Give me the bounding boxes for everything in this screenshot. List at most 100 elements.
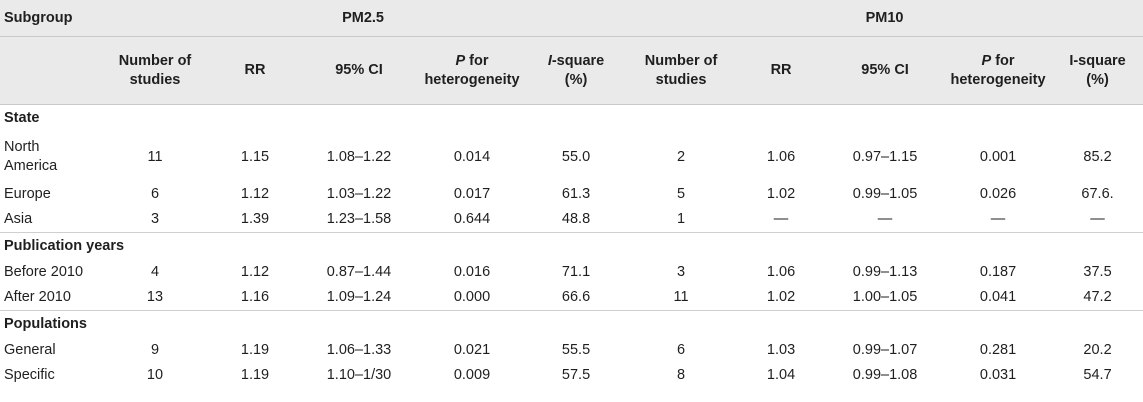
table-cell: 8 [677, 367, 686, 383]
subgroup-header: Subgroup [0, 0, 100, 37]
column-header: I-square (%) [1069, 52, 1126, 88]
table-cell: 3 [677, 264, 686, 280]
table-cell: 1.12 [240, 186, 270, 202]
column-header: P for heterogeneity [950, 52, 1046, 88]
section-title: State [4, 110, 40, 126]
section-row: Populations [0, 311, 1143, 339]
table-cell: 67.6. [1081, 186, 1114, 202]
column-header: I-square (%) [547, 52, 605, 88]
row-label: Specific [4, 367, 55, 383]
table-cell: 0.026 [979, 186, 1017, 202]
table-cell: 11 [147, 148, 163, 165]
table-cell: 10 [146, 367, 164, 383]
table-cell: 1.19 [240, 367, 270, 383]
table-cell: 6 [150, 186, 160, 202]
pm25-header: PM2.5 [100, 0, 627, 37]
table-cell: 1.16 [210, 285, 300, 311]
table-row: Before 2010 4 1.12 0.87–1.44 0.016 71.1 3 1.06 0… [0, 260, 1143, 285]
row-label: North America [4, 139, 58, 174]
table-cell: 1.39 [210, 207, 300, 233]
table-cell: 1.15 [240, 148, 270, 165]
table-cell: 47.2 [1052, 285, 1143, 311]
column-header: RR [770, 62, 792, 78]
column-header: RR [244, 62, 266, 78]
table-cell: 11 [626, 285, 737, 311]
table-cell: 9 [150, 342, 160, 358]
table-body: State North America 11 1.15 1.08–1.22 0.014 55… [0, 105, 1143, 389]
table-cell: 1.23–1.58 [300, 207, 418, 233]
table-cell: 3 [100, 207, 210, 233]
table-cell: 0.021 [453, 342, 491, 358]
table-cell: 6 [677, 342, 686, 358]
column-header: P for heterogeneity [424, 52, 520, 88]
table-cell: 0.99–1.05 [852, 186, 918, 202]
table-cell: 1.03–1.22 [326, 186, 392, 202]
table-cell: 54.7 [1083, 367, 1112, 383]
table-cell: 20.2 [1083, 342, 1112, 358]
table-cell: 1.06 [766, 148, 796, 165]
table-cell: 1.10–1/30 [326, 367, 392, 383]
table-cell: 0.016 [453, 264, 491, 280]
row-label: Europe [4, 186, 51, 202]
column-header: 95% CI [335, 62, 383, 78]
table-cell: 1.04 [766, 367, 796, 383]
header-row-columns: Number of studies RR 95% CI P for heterogenei… [0, 36, 1143, 105]
table-cell: 0.000 [418, 285, 526, 311]
table-cell: 1.02 [736, 285, 827, 311]
table-cell: 1.03 [766, 342, 796, 358]
table-cell: 0.281 [979, 342, 1017, 358]
table-cell: 66.6 [526, 285, 627, 311]
table-row: Europe 6 1.12 1.03–1.22 0.017 61.3 5 1.02 0.99–1… [0, 182, 1143, 207]
table-cell: 0.041 [944, 285, 1053, 311]
table-cell: 55.5 [561, 342, 591, 358]
table-row: Specific 10 1.19 1.10–1/30 0.009 57.5 8 1.04 0.9… [0, 363, 1143, 388]
table-cell: 71.1 [561, 264, 591, 280]
table-cell: 0.99–1.07 [852, 342, 918, 358]
pm10-header: PM10 [626, 0, 1143, 37]
table-cell: 57.5 [561, 367, 591, 383]
table-cell: 85.2 [1083, 148, 1112, 165]
table-cell: 1.06 [766, 264, 796, 280]
table-cell: 1.19 [240, 342, 270, 358]
row-label: General [4, 342, 56, 358]
table-cell: 5 [677, 186, 686, 202]
column-header: 95% CI [861, 62, 909, 78]
row-label: Before 2010 [4, 264, 84, 280]
section-row: Publication years [0, 233, 1143, 261]
column-header: Number of studies [644, 52, 718, 88]
section-row: State [0, 105, 1143, 133]
table-cell: 1.12 [240, 264, 270, 280]
table-cell: 1.09–1.24 [300, 285, 418, 311]
row-label: Asia [0, 207, 100, 233]
table-cell: 1 [626, 207, 737, 233]
table-cell: 0.009 [453, 367, 491, 383]
table-cell: — [736, 207, 827, 233]
table-cell: 4 [150, 264, 160, 280]
results-table: Subgroup PM2.5 PM10 Number of studies RR 95… [0, 0, 1143, 389]
table-cell: 0.87–1.44 [326, 264, 392, 280]
section-title: Publication years [4, 238, 125, 254]
table-cell: 2 [677, 148, 686, 165]
table-row: North America 11 1.15 1.08–1.22 0.014 55.0 2 1.… [0, 132, 1143, 182]
table-cell: 61.3 [561, 186, 591, 202]
table-cell: 0.187 [979, 264, 1017, 280]
table-cell: 1.08–1.22 [326, 148, 392, 165]
table-cell: 48.8 [526, 207, 627, 233]
section-title: Populations [4, 316, 87, 332]
table-cell: 0.001 [979, 148, 1017, 165]
table-row: Asia 3 1.39 1.23–1.58 0.644 48.8 1— — — — [0, 207, 1143, 233]
table-cell: — [1052, 207, 1143, 233]
table-cell: 0.017 [453, 186, 491, 202]
header-row-groups: Subgroup PM2.5 PM10 [0, 0, 1143, 37]
table-cell: 0.031 [979, 367, 1017, 383]
table-cell: — [826, 207, 945, 233]
table-cell: 1.02 [766, 186, 796, 202]
table-cell: 13 [100, 285, 210, 311]
table-cell: 1.06–1.33 [326, 342, 392, 358]
table-cell: 0.644 [418, 207, 526, 233]
column-header: Number of studies [118, 52, 192, 88]
table-cell: — [944, 207, 1053, 233]
table-cell: 1.00–1.05 [826, 285, 945, 311]
row-label: After 2010 [0, 285, 100, 311]
table-cell: 37.5 [1083, 264, 1112, 280]
